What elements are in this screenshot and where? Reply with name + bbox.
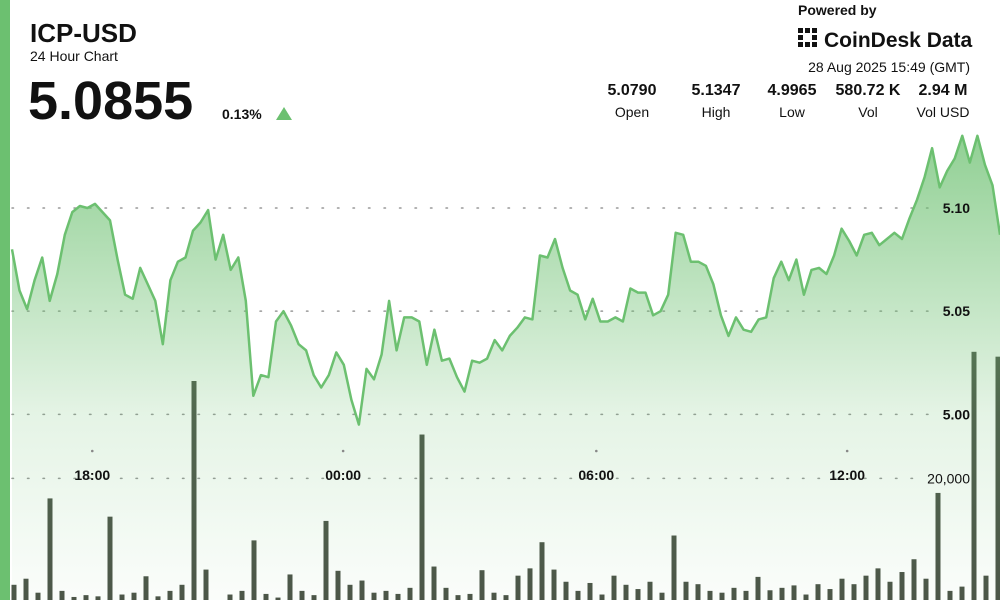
stat-value: 580.72 K bbox=[836, 82, 901, 99]
plot: 5.00 5.05 5.10 20,000 18:00 00:00 06:00 12:00 bbox=[10, 134, 1000, 600]
y2-tick-label: 20,000 bbox=[927, 470, 970, 486]
x-tick-mark bbox=[90, 449, 94, 453]
y-tick-label: 5.10 bbox=[943, 200, 970, 216]
y-tick-label: 5.05 bbox=[943, 303, 970, 319]
price: 5.0855 bbox=[28, 71, 193, 131]
stat-value: 2.94 M bbox=[919, 82, 968, 99]
timestamp: 28 Aug 2025 15:49 (GMT) bbox=[808, 59, 970, 75]
side-strip bbox=[0, 0, 10, 600]
x-tick-label: 12:00 bbox=[829, 467, 865, 483]
symbol: ICP-USD bbox=[30, 18, 137, 48]
brand-logo bbox=[798, 28, 817, 47]
stats: 5.0790 Open 5.1347 High 4.9965 Low 580.72 K Vol… bbox=[608, 82, 970, 120]
stat-label: Open bbox=[615, 104, 649, 120]
x-tick-label: 18:00 bbox=[74, 467, 110, 483]
x-tick-mark bbox=[341, 449, 345, 453]
powered-by: Powered by bbox=[798, 2, 877, 18]
brand: CoinDesk Data bbox=[824, 29, 973, 52]
price-line bbox=[10, 134, 1000, 426]
stat-value: 5.0790 bbox=[608, 82, 657, 99]
x-tick-mark bbox=[845, 449, 849, 453]
stat-value: 4.9965 bbox=[768, 82, 817, 99]
up-arrow bbox=[276, 107, 292, 120]
stat-value: 5.1347 bbox=[692, 82, 741, 99]
price-area bbox=[12, 135, 1000, 600]
stat-label: Low bbox=[779, 104, 806, 120]
subtitle: 24 Hour Chart bbox=[30, 48, 118, 64]
y-tick-label: 5.00 bbox=[943, 406, 970, 422]
x-tick-label: 00:00 bbox=[325, 467, 361, 483]
stat-label: Vol bbox=[858, 104, 877, 120]
x-tick-label: 06:00 bbox=[578, 467, 614, 483]
change: 0.13% bbox=[222, 106, 262, 122]
x-tick-mark bbox=[595, 449, 598, 453]
stat-label: Vol USD bbox=[917, 104, 970, 120]
stat-label: High bbox=[702, 104, 731, 120]
